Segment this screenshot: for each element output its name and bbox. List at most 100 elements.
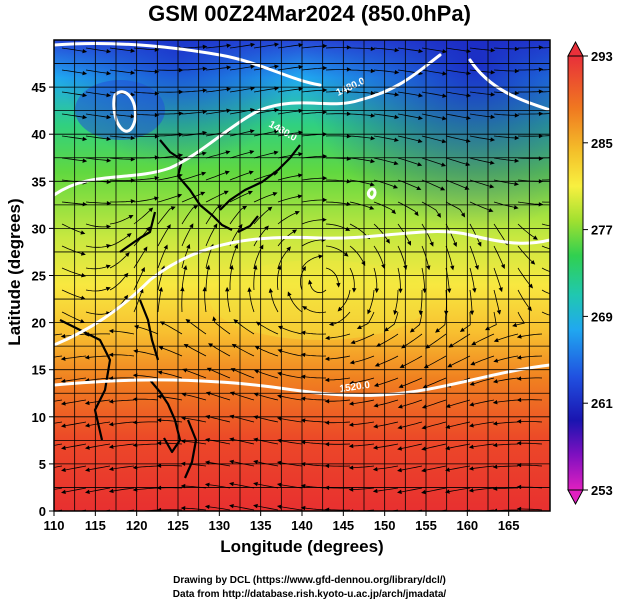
streamline xyxy=(54,399,63,402)
y-tick-label: 30 xyxy=(32,221,46,236)
streamline-arrowhead xyxy=(324,377,330,383)
streamline-arrowhead xyxy=(516,355,522,360)
streamline-arrowhead xyxy=(397,425,403,430)
streamline xyxy=(495,465,518,468)
streamline-arrowhead xyxy=(247,287,252,292)
streamline-arrowhead xyxy=(442,49,448,54)
streamline-arrowhead xyxy=(274,42,280,47)
streamline-arrowhead xyxy=(492,421,498,426)
streamline xyxy=(378,333,399,346)
streamline-arrowhead xyxy=(189,223,194,229)
streamline-arrowhead xyxy=(205,264,211,270)
streamline xyxy=(109,234,130,247)
streamline-arrowhead xyxy=(322,175,328,181)
streamline-arrowhead xyxy=(350,339,356,345)
streamline-arrowhead xyxy=(106,244,112,249)
streamline-arrowhead xyxy=(490,92,496,97)
streamline xyxy=(85,245,109,248)
streamline-arrowhead xyxy=(226,65,232,70)
streamline-arrowhead xyxy=(80,251,86,256)
streamline-arrowhead xyxy=(562,223,567,227)
streamline xyxy=(327,509,351,511)
streamline xyxy=(111,354,135,357)
x-axis-ticks: 110 115 120 125 130 135 140 145 150 155 160 165 xyxy=(44,511,520,533)
streamline-arrowhead xyxy=(268,288,274,293)
streamline-arrowhead xyxy=(447,363,453,368)
streamline-arrowhead xyxy=(298,152,304,157)
streamline xyxy=(54,443,63,446)
colorbar-bar xyxy=(567,55,584,491)
streamline xyxy=(519,355,543,359)
streamline xyxy=(447,465,471,471)
streamline xyxy=(111,487,135,492)
streamline-arrowhead xyxy=(538,67,544,72)
streamline xyxy=(255,505,279,511)
streamline xyxy=(253,152,276,159)
streamline xyxy=(445,69,469,74)
streamline-arrowhead xyxy=(157,370,163,375)
streamline-arrowhead xyxy=(398,288,403,294)
streamline xyxy=(349,69,373,72)
streamline xyxy=(229,130,252,137)
streamline-arrowhead xyxy=(178,68,184,73)
streamline xyxy=(541,69,550,71)
streamline-arrowhead xyxy=(277,264,282,270)
streamline-arrowhead xyxy=(292,229,298,234)
streamline xyxy=(473,333,495,345)
y-axis-ticks: 0 5 10 15 20 25 30 35 40 45 xyxy=(32,80,54,519)
streamline xyxy=(280,326,303,335)
streamline xyxy=(542,179,550,181)
streamline xyxy=(288,294,303,313)
streamline xyxy=(229,246,237,269)
streamline-arrowhead xyxy=(106,179,112,185)
streamline xyxy=(519,508,543,511)
y-tick-label: 40 xyxy=(32,127,46,142)
streamline-arrowhead xyxy=(274,129,279,134)
streamline-arrowhead xyxy=(468,488,474,493)
streamline-arrowhead xyxy=(418,93,424,98)
streamline-arrowhead xyxy=(247,190,253,195)
streamline xyxy=(411,311,423,332)
x-tick-label: 110 xyxy=(44,518,65,533)
streamline-arrowhead xyxy=(233,319,239,324)
streamline-arrowhead xyxy=(373,382,379,387)
streamline-arrowhead xyxy=(287,291,292,297)
streamline xyxy=(181,46,205,49)
y-tick-label: 25 xyxy=(32,269,46,284)
streamline-arrowhead xyxy=(512,322,518,328)
streamline xyxy=(493,135,517,139)
streamline-arrowhead xyxy=(178,132,184,137)
streamline-arrowhead xyxy=(324,399,330,404)
streamline-arrowhead xyxy=(322,197,328,203)
streamline-arrowhead xyxy=(417,138,423,143)
streamline-arrowhead xyxy=(123,294,129,300)
streamline xyxy=(204,289,207,313)
streamline-arrowhead xyxy=(500,264,505,270)
streamline-arrowhead xyxy=(249,150,255,155)
streamline xyxy=(448,399,471,407)
streamline xyxy=(377,355,399,366)
streamline xyxy=(235,320,255,335)
streamline xyxy=(300,268,305,291)
streamline xyxy=(375,443,399,449)
streamline xyxy=(399,487,423,493)
streamline-arrowhead xyxy=(183,264,188,270)
streamline xyxy=(61,135,85,140)
streamline xyxy=(109,274,127,291)
streamline-arrowhead xyxy=(286,246,291,252)
streamline-arrowhead xyxy=(224,170,230,175)
streamline xyxy=(541,223,550,227)
streamline-arrowhead xyxy=(318,254,324,259)
streamline-arrowhead xyxy=(229,481,234,487)
streamline-arrowhead xyxy=(60,423,66,428)
streamline xyxy=(519,333,543,338)
streamline xyxy=(232,392,255,401)
streamline xyxy=(301,255,321,269)
streamline xyxy=(54,421,63,424)
colorbar-tick-label: 277 xyxy=(591,223,613,238)
streamline-arrowhead xyxy=(528,283,534,289)
streamline-arrowhead xyxy=(108,488,114,494)
streamline-arrowhead xyxy=(348,465,354,470)
streamline-arrowhead xyxy=(346,111,352,117)
streamline-arrowhead xyxy=(126,233,132,238)
